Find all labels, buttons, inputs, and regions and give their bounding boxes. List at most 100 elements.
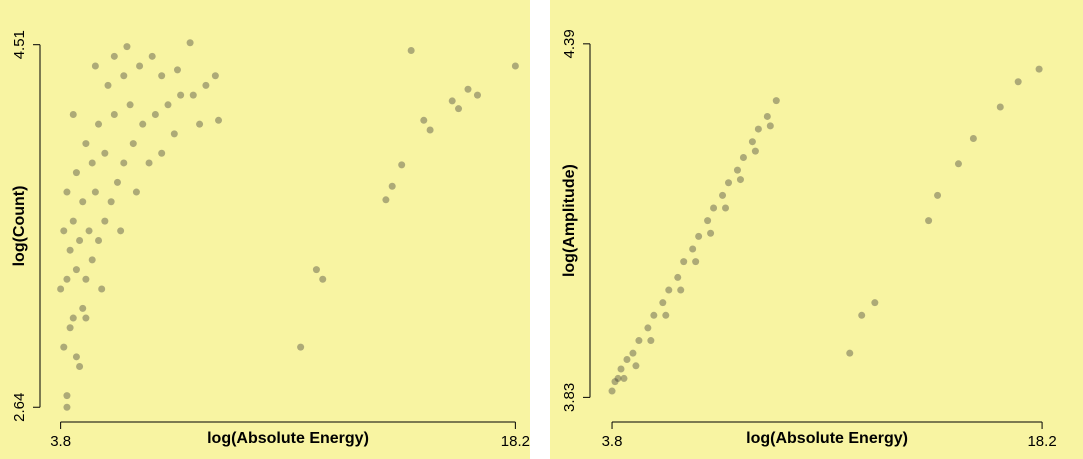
panel-background [0,0,530,459]
point [763,112,771,120]
point [511,62,519,70]
point [91,188,99,196]
point [312,266,320,274]
point [748,138,756,146]
x-axis-label: log(Absolute Energy) [746,430,908,447]
point [297,343,305,351]
point [611,378,619,386]
point [725,179,733,187]
x-tick-label: 18.2 [501,433,530,450]
point [733,166,741,174]
point [76,363,84,371]
y-tick-label: 4.39 [561,29,578,58]
point [722,204,730,212]
point [151,110,159,118]
point [766,122,774,130]
point [101,149,109,157]
point [692,258,700,266]
point [1035,65,1043,73]
point [69,314,77,322]
point [82,140,90,148]
point [710,204,718,212]
point [871,299,879,307]
point [954,160,962,168]
point [644,324,652,332]
point [79,198,87,206]
point [211,72,219,80]
point [772,97,780,105]
point [129,140,137,148]
point [72,266,80,274]
point [659,299,667,307]
point [120,72,128,80]
point [695,232,703,240]
point [189,91,197,99]
panel-background [550,0,1083,459]
point [1014,78,1022,86]
point [139,120,147,128]
point [145,159,153,167]
point [117,227,125,235]
point [707,229,715,237]
point [202,81,210,89]
point [95,237,103,245]
point [88,256,96,264]
y-tick-label: 3.83 [561,383,578,412]
y-tick-label: 2.64 [11,393,28,422]
point [79,304,87,312]
point [382,196,390,204]
point [148,52,156,60]
point [647,337,655,345]
point [969,135,977,143]
point [101,217,109,225]
point [934,191,942,199]
point [635,337,643,345]
point [164,101,172,109]
point [63,392,71,400]
point [63,188,71,196]
y-axis-label: log(Count) [11,186,28,267]
point [665,286,673,294]
point [858,311,866,319]
point [82,275,90,283]
point [751,147,759,155]
point [110,52,118,60]
point [158,149,166,157]
point [426,126,434,134]
point [173,66,181,74]
point [662,311,670,319]
point [120,159,128,167]
point [620,374,628,382]
point [85,227,93,235]
point [63,403,71,411]
point [623,355,631,363]
point [63,275,71,283]
point [473,91,481,99]
point [91,62,99,70]
point [455,105,463,113]
point [113,178,121,186]
point [72,353,80,361]
point [136,62,144,70]
point [126,101,134,109]
point [170,130,178,138]
x-tick-label: 18.2 [1027,433,1056,450]
point [110,110,118,118]
y-axis-label: log(Amplitude) [561,164,578,277]
point [674,273,682,281]
point [736,176,744,184]
point [448,97,456,105]
point [617,365,625,373]
point [689,245,697,253]
point [76,237,84,245]
point [186,39,194,47]
point [704,217,712,225]
point [739,153,747,161]
y-tick-label: 4.51 [11,30,28,59]
point [158,72,166,80]
point [88,159,96,167]
point [123,43,131,51]
point [60,227,68,235]
x-tick-label: 3.8 [50,433,71,450]
